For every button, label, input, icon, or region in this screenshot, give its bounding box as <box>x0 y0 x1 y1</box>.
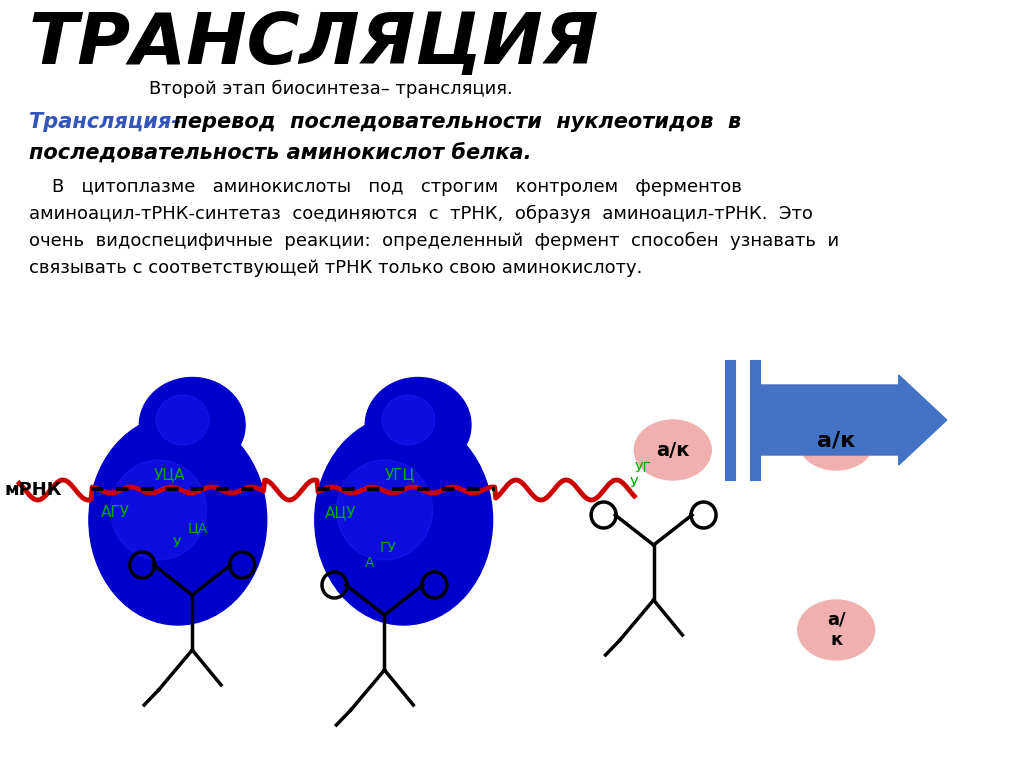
Ellipse shape <box>139 377 245 472</box>
Ellipse shape <box>314 415 493 625</box>
Text: ЦА: ЦА <box>187 521 208 535</box>
Ellipse shape <box>798 600 874 660</box>
Text: ГУ: ГУ <box>380 541 396 555</box>
Text: УГ: УГ <box>634 461 651 475</box>
Text: последовательность аминокислот белка.: последовательность аминокислот белка. <box>29 143 531 163</box>
Text: мРНК: мРНК <box>5 481 62 499</box>
Text: ТРАНСЛЯЦИЯ: ТРАНСЛЯЦИЯ <box>29 10 599 79</box>
Ellipse shape <box>89 415 266 625</box>
Text: очень  видоспецифичные  реакции:  определенный  фермент  способен  узнавать  и: очень видоспецифичные реакции: определен… <box>29 232 839 250</box>
Ellipse shape <box>337 460 432 560</box>
Ellipse shape <box>157 395 209 445</box>
Text: УЦА: УЦА <box>154 467 185 482</box>
Text: УГЦ: УГЦ <box>384 467 415 482</box>
Text: а/
к: а/ к <box>827 611 846 650</box>
Text: Трансляция–: Трансляция– <box>29 112 181 132</box>
Ellipse shape <box>366 377 471 472</box>
FancyArrow shape <box>760 375 947 465</box>
Text: связывать с соответствующей тРНК только свою аминокислоту.: связывать с соответствующей тРНК только … <box>29 259 642 277</box>
Text: АЦУ: АЦУ <box>325 505 356 520</box>
Text: аминоацил-тРНК-синтетаз  соединяются  с  тРНК,  образуя  аминоацил-тРНК.  Это: аминоацил-тРНК-синтетаз соединяются с тР… <box>29 205 813 223</box>
Text: АГУ: АГУ <box>101 505 130 520</box>
Text: а/к: а/к <box>817 430 855 450</box>
Text: У: У <box>173 536 181 550</box>
Ellipse shape <box>111 460 207 560</box>
Text: А: А <box>366 556 375 570</box>
Ellipse shape <box>382 395 435 445</box>
Text: В   цитоплазме   аминокислоты   под   строгим   контролем   ферментов: В цитоплазме аминокислоты под строгим ко… <box>29 178 741 196</box>
Text: перевод  последовательности  нуклеотидов  в: перевод последовательности нуклеотидов в <box>159 112 740 132</box>
Text: а/к: а/к <box>656 440 689 459</box>
Ellipse shape <box>634 420 712 480</box>
Text: У: У <box>630 476 638 490</box>
Text: Второй этап биосинтеза– трансляция.: Второй этап биосинтеза– трансляция. <box>148 80 513 98</box>
Ellipse shape <box>798 410 874 470</box>
